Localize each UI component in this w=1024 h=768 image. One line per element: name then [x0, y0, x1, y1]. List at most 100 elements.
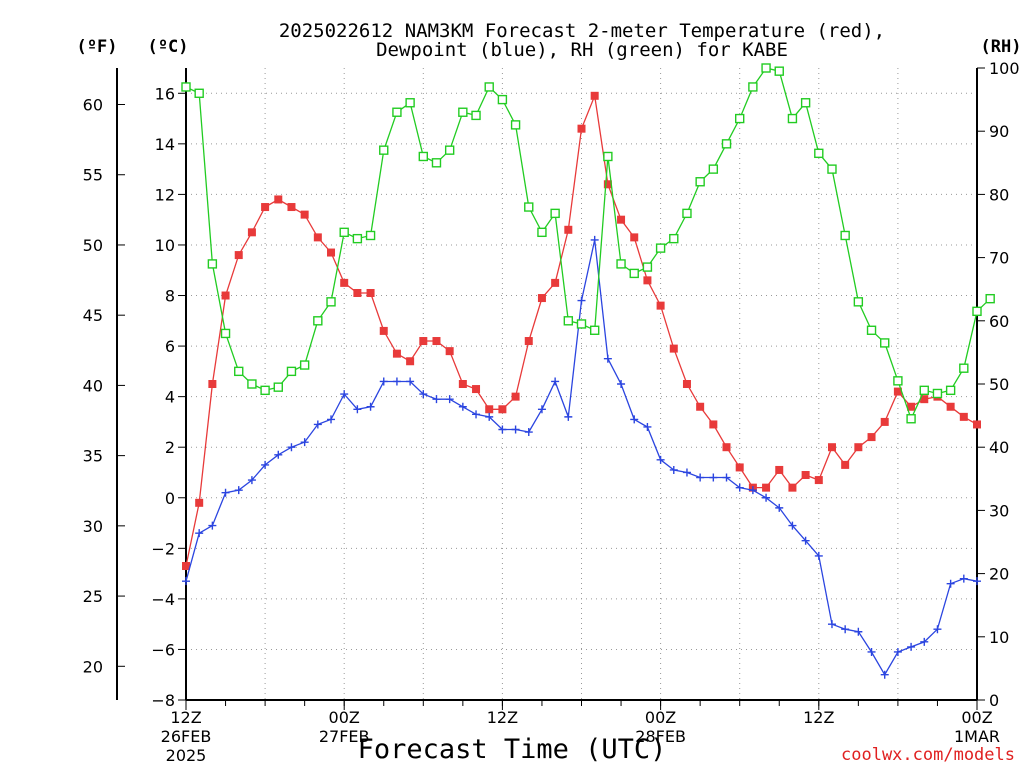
celsius-tick-label: 12: [155, 185, 175, 204]
rh-point: [642, 262, 653, 272]
celsius-tick-label: 2: [165, 438, 175, 457]
celsius-tick-label: 4: [165, 388, 175, 407]
x-tick-label: 12Z: [170, 708, 201, 727]
dewpoint-point: [300, 438, 309, 447]
rh-tick-label: 50: [989, 375, 1009, 394]
rh-point: [669, 233, 679, 244]
rh-point: [985, 293, 995, 304]
rh-point: [603, 151, 613, 162]
temperature-point: [682, 380, 691, 388]
rh-point: [774, 66, 784, 76]
dewpoint-point: [907, 642, 916, 651]
data-series: [181, 63, 995, 679]
temperature-point: [221, 291, 230, 300]
rh-point: [589, 325, 600, 335]
dewpoint-point: [682, 468, 691, 477]
dewpoint-point: [537, 405, 546, 414]
temperature-point: [551, 278, 560, 287]
rh-point: [181, 82, 191, 92]
fahrenheit-tick-label: 60: [83, 96, 103, 115]
temperature-point: [511, 392, 520, 401]
temperature-point: [643, 276, 652, 285]
temperature-point: [208, 380, 217, 388]
rh-unit-label: (RH): [981, 37, 1022, 57]
temperature-line: [185, 93, 978, 567]
rh-point: [880, 338, 890, 348]
rh-point: [234, 366, 244, 377]
dewpoint-point: [959, 574, 968, 583]
rh-point: [866, 325, 877, 335]
temperature-point: [340, 278, 349, 287]
rh-point: [735, 113, 745, 124]
dewpoint-point: [893, 647, 902, 656]
x-axis-label: Forecast Time (UTC): [358, 734, 667, 765]
dewpoint-point: [234, 486, 243, 495]
dewpoint-point: [340, 390, 349, 399]
dewpoint-point: [221, 488, 230, 497]
rh-point: [444, 145, 455, 155]
dewpoint-point: [445, 395, 454, 404]
temperature-point: [234, 251, 243, 260]
dewpoint-point: [287, 443, 296, 452]
temperature-series: [182, 91, 981, 571]
temperature-point: [920, 395, 929, 404]
fahrenheit-tick-label: 45: [83, 306, 103, 325]
temperature-point: [537, 294, 546, 303]
rh-point: [853, 297, 864, 307]
dewpoint-point: [696, 473, 705, 482]
rh-point: [906, 414, 916, 424]
rh-point: [339, 227, 349, 238]
x-tick-label: 00Z: [329, 708, 360, 727]
chart-title-line-1: 2025022612 NAM3KM Forecast 2-meter Tempe…: [279, 20, 885, 42]
rh-point: [800, 98, 811, 108]
rh-point: [972, 306, 982, 317]
dewpoint-point: [814, 551, 823, 560]
temperature-point: [300, 210, 309, 219]
rh-point: [207, 259, 218, 269]
fahrenheit-tick-label: 50: [83, 236, 103, 255]
temperature-point: [287, 203, 296, 212]
rh-tick-label: 60: [989, 312, 1009, 331]
axes: [116, 68, 978, 701]
dewpoint-point: [182, 577, 190, 586]
axis-ticks: −8−6−4−202468101214162025303540455055600…: [83, 59, 1020, 765]
dewpoint-point: [603, 354, 612, 363]
fahrenheit-tick-label: 40: [83, 376, 103, 395]
dewpoint-point: [313, 420, 322, 429]
temperature-point: [498, 405, 507, 414]
rh-point: [273, 382, 283, 392]
dewpoint-point: [788, 521, 797, 530]
temperature-point: [564, 225, 573, 234]
temperature-point: [656, 301, 665, 310]
dewpoint-point: [195, 529, 204, 538]
rh-point: [299, 360, 310, 370]
dewpoint-point: [590, 235, 599, 244]
rh-tick-label: 10: [989, 628, 1009, 647]
temperature-point: [524, 337, 533, 346]
rh-point: [326, 297, 336, 307]
x-tick-year: 2025: [166, 746, 207, 765]
rh-point: [840, 230, 850, 241]
dewpoint-point: [577, 296, 586, 305]
credit-label: coolwx.com/models: [841, 745, 1015, 765]
rh-point: [471, 110, 481, 121]
dewpoint-point: [946, 579, 955, 588]
rh-point: [945, 385, 956, 396]
temperature-point: [854, 443, 863, 452]
rh-point: [524, 202, 534, 212]
rh-point: [787, 113, 798, 124]
rh-point: [497, 94, 508, 105]
dewpoint-point: [880, 670, 889, 679]
dewpoint-point: [366, 402, 375, 411]
celsius-tick-label: −8: [151, 691, 175, 710]
rh-tick-label: 100: [989, 59, 1020, 78]
dewpoint-point: [933, 625, 942, 634]
fahrenheit-tick-label: 20: [83, 657, 103, 676]
dewpoint-point: [379, 377, 388, 386]
rh-point: [458, 107, 468, 117]
temperature-point: [893, 387, 902, 396]
temperature-point: [485, 405, 494, 414]
rh-point: [510, 120, 521, 130]
temperature-point: [577, 124, 586, 133]
x-tick-date: 28FEB: [635, 727, 686, 746]
